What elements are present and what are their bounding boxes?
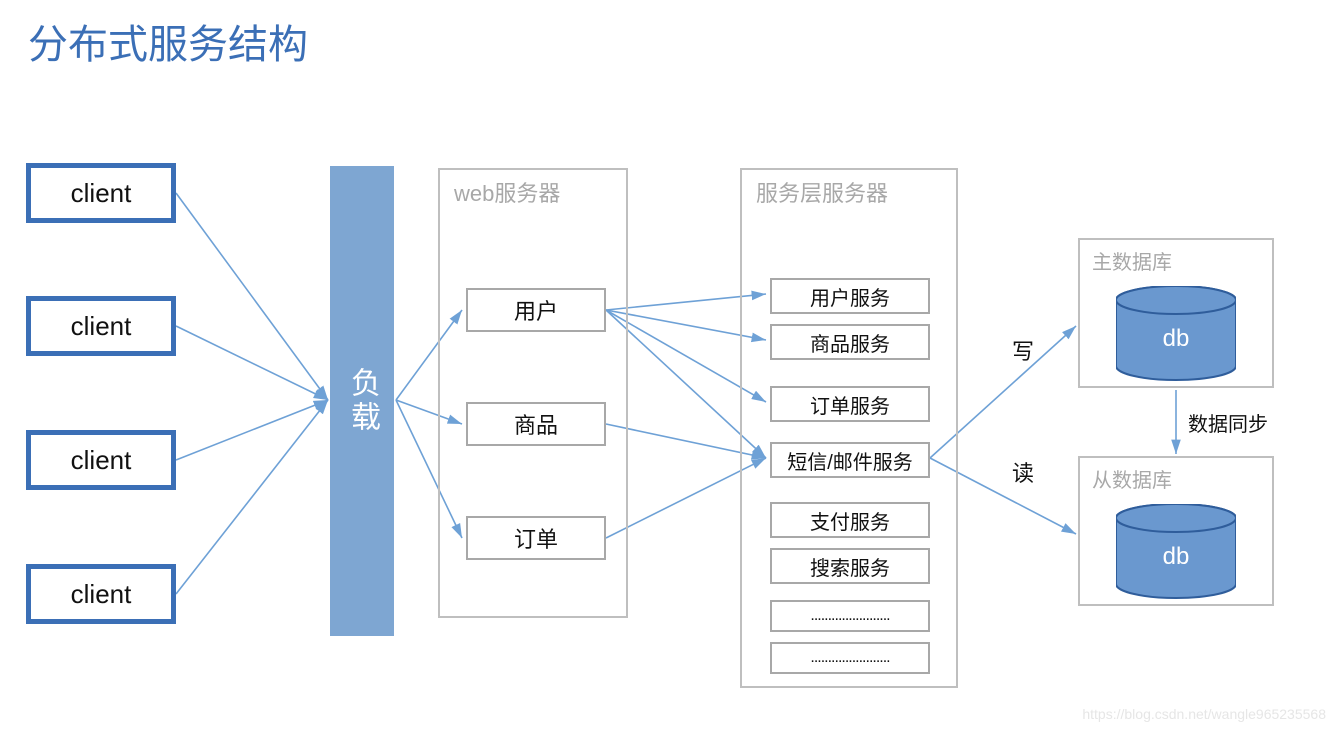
replica-db-label: 从数据库 — [1092, 464, 1172, 493]
web-server-item: 商品 — [466, 402, 606, 446]
edge-label-sync: 数据同步 — [1188, 408, 1268, 437]
replica-db-cylinder-icon: db — [1116, 504, 1236, 604]
primary-db-label: 主数据库 — [1092, 246, 1172, 275]
client-box: client — [26, 564, 176, 624]
client-box: client — [26, 296, 176, 356]
watermark: https://blog.csdn.net/wangle965235568 — [1082, 706, 1326, 722]
edge-label-read: 读 — [1012, 456, 1034, 488]
edge-label-write: 写 — [1012, 334, 1034, 366]
load-balancer: 负载 — [330, 166, 394, 636]
web-server-group-label: web服务器 — [454, 176, 560, 208]
web-server-item: 订单 — [466, 516, 606, 560]
service-layer-group-label: 服务层服务器 — [756, 176, 888, 208]
svg-text:db: db — [1163, 325, 1190, 352]
svg-text:db: db — [1163, 543, 1190, 570]
service-item: 短信/邮件服务 — [770, 442, 930, 478]
primary-db-cylinder-icon: db — [1116, 286, 1236, 386]
web-server-item: 用户 — [466, 288, 606, 332]
service-layer-group: 服务层服务器 用户服务商品服务订单服务短信/邮件服务支付服务搜索服务......… — [740, 168, 958, 688]
web-server-group: web服务器 用户商品订单 — [438, 168, 628, 618]
service-item: 搜索服务 — [770, 548, 930, 584]
service-item: 用户服务 — [770, 278, 930, 314]
service-item: 商品服务 — [770, 324, 930, 360]
diagram-title: 分布式服务结构 — [28, 12, 308, 70]
client-box: client — [26, 430, 176, 490]
service-item-placeholder: ....................... — [770, 600, 930, 632]
service-item: 订单服务 — [770, 386, 930, 422]
service-item: 支付服务 — [770, 502, 930, 538]
client-box: client — [26, 163, 176, 223]
service-item-placeholder: ....................... — [770, 642, 930, 674]
